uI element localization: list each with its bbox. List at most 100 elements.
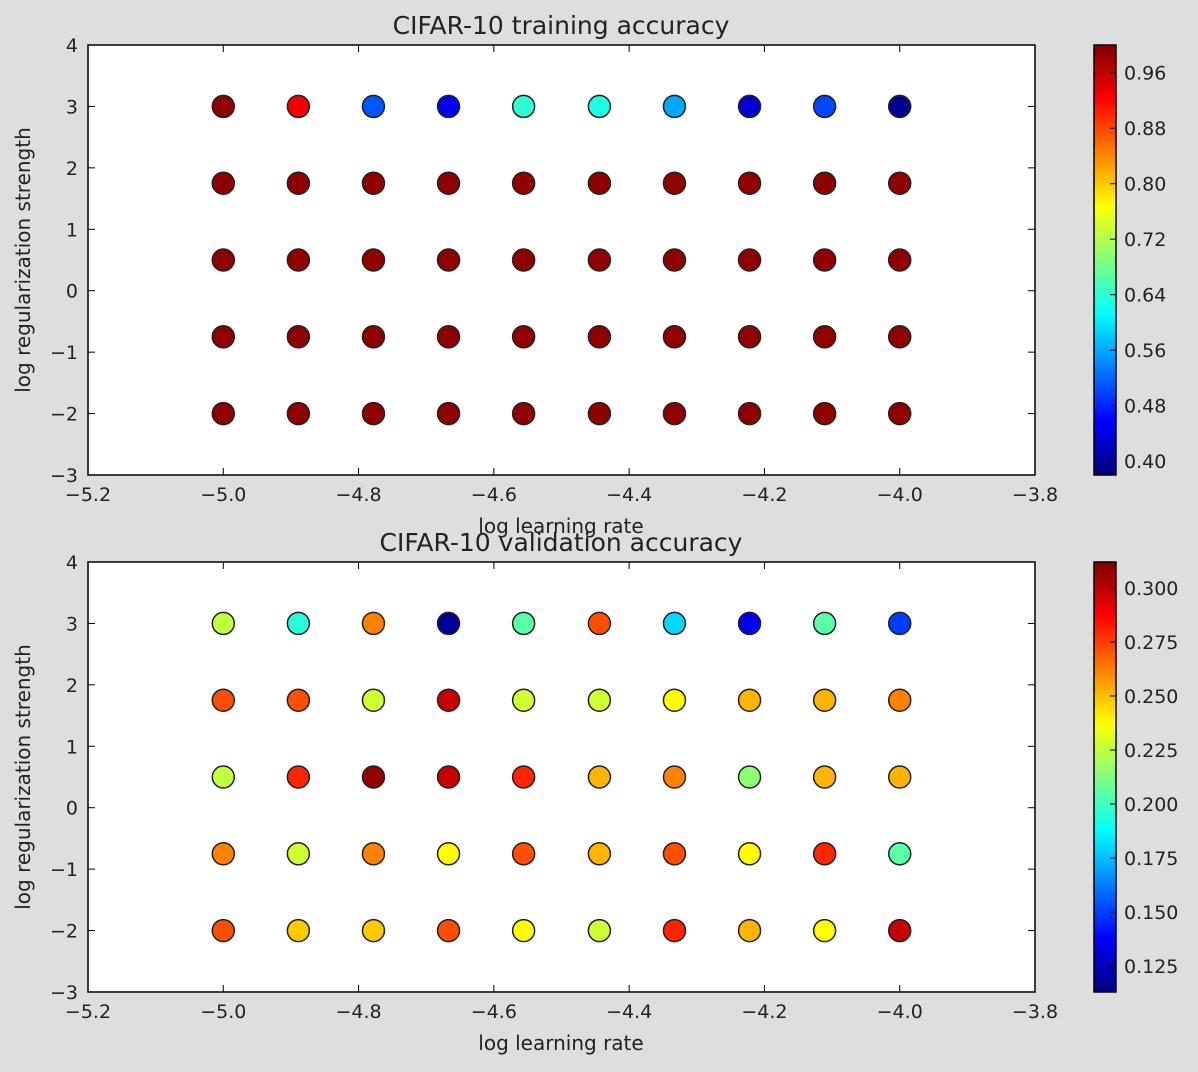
scatter-point: [286, 325, 311, 349]
y-tick-label: 3: [66, 613, 78, 635]
y-tick-label: 4: [66, 552, 78, 574]
scatter-point: [286, 688, 311, 712]
x-tick-label: −4.6: [471, 484, 517, 506]
colorbar-tick-label: 0.56: [1124, 340, 1166, 362]
scatter-point: [587, 401, 612, 426]
y-tick-label: −3: [50, 465, 78, 487]
scatter-point: [887, 842, 912, 866]
y-tick-label: 1: [66, 219, 78, 241]
scatter-point: [511, 325, 536, 349]
scatter-point: [737, 401, 762, 426]
scatter-point: [812, 171, 837, 195]
colorbar-tick-label: 0.64: [1124, 285, 1166, 307]
scatter-point: [587, 842, 612, 866]
x-tick-label: −4.4: [606, 484, 652, 506]
scatter-point: [587, 765, 612, 789]
scatter-point: [662, 688, 687, 712]
scatter-point: [211, 842, 236, 866]
scatter-points: [211, 94, 912, 426]
colorbar-tick-label: 0.88: [1124, 118, 1166, 140]
scatter-point: [737, 688, 762, 712]
scatter-point: [286, 842, 311, 866]
axis-ticks: −5.2 −5.0 −4.8 −4.6 −4.4 −4.2 −4.0 −3.8 −3 −2 −1 0 1…: [50, 552, 1058, 1023]
y-tick-label: −3: [50, 982, 78, 1004]
scatter-point: [511, 611, 536, 636]
scatter-point: [286, 401, 311, 426]
colorbar: [1093, 561, 1117, 993]
scatter-point: [737, 611, 762, 636]
scatter-points: [211, 611, 912, 943]
scatter-point: [737, 842, 762, 866]
scatter-point: [286, 918, 311, 943]
scatter-point: [812, 401, 837, 426]
scatter-point: [587, 918, 612, 943]
colorbar-ticks: 0.125 0.150 0.175 0.200 0.225 0.250 0.275 0.300: [1110, 578, 1178, 978]
scatter-point: [361, 171, 386, 195]
x-tick-label: −4.8: [336, 484, 382, 506]
y-tick-label: −1: [50, 859, 78, 881]
scatter-point: [211, 248, 236, 272]
scatter-point: [511, 401, 536, 426]
scatter-point: [211, 611, 236, 636]
scatter-point: [587, 325, 612, 349]
x-tick-label: −4.0: [877, 1001, 923, 1023]
scatter-point: [211, 765, 236, 789]
colorbar-tick-label: 0.225: [1124, 740, 1178, 762]
scatter-point: [211, 171, 236, 195]
y-tick-label: 0: [66, 798, 78, 820]
y-axis-label: log regularization strength: [11, 644, 35, 910]
colorbar-tick-label: 0.150: [1124, 902, 1178, 924]
scatter-point: [887, 248, 912, 272]
scatter-point: [812, 94, 837, 119]
scatter-point: [812, 842, 837, 866]
colorbar-tick-label: 0.72: [1124, 229, 1166, 251]
scatter-point: [812, 611, 837, 636]
colorbar-tick-label: 0.175: [1124, 848, 1178, 870]
scatter-point: [211, 401, 236, 426]
scatter-point: [511, 94, 536, 119]
y-tick-label: 3: [66, 96, 78, 118]
y-tick-label: −1: [50, 342, 78, 364]
scatter-point: [361, 611, 386, 636]
scatter-point: [211, 94, 236, 119]
scatter-point: [286, 611, 311, 636]
colorbar-tick-label: 0.200: [1124, 794, 1178, 816]
scatter-point: [436, 248, 461, 272]
scatter-point: [361, 94, 386, 119]
scatter-point: [887, 765, 912, 789]
x-tick-label: −4.6: [471, 1001, 517, 1023]
y-tick-label: 4: [66, 35, 78, 57]
scatter-point: [511, 171, 536, 195]
scatter-point: [887, 325, 912, 349]
scatter-point: [286, 171, 311, 195]
scatter-point: [436, 611, 461, 636]
scatter-point: [436, 325, 461, 349]
scatter-point: [511, 688, 536, 712]
chart-title: CIFAR-10 validation accuracy: [380, 528, 743, 557]
scatter-point: [587, 94, 612, 119]
scatter-point: [286, 94, 311, 119]
scatter-point: [662, 401, 687, 426]
scatter-point: [587, 688, 612, 712]
x-tick-label: −5.2: [65, 1001, 111, 1023]
scatter-point: [662, 765, 687, 789]
x-tick-label: −4.2: [741, 484, 787, 506]
scatter-point: [662, 94, 687, 119]
scatter-point: [887, 94, 912, 119]
scatter-point: [587, 611, 612, 636]
scatter-point: [662, 611, 687, 636]
scatter-point: [361, 401, 386, 426]
scatter-point: [812, 765, 837, 789]
scatter-point: [436, 842, 461, 866]
colorbar-tick-label: 0.250: [1124, 686, 1178, 708]
scatter-point: [737, 918, 762, 943]
y-tick-label: 2: [66, 158, 78, 180]
scatter-point: [662, 171, 687, 195]
scatter-point: [662, 325, 687, 349]
scatter-point: [662, 918, 687, 943]
scatter-point: [436, 765, 461, 789]
x-tick-label: −5.0: [200, 1001, 246, 1023]
colorbar-tick-label: 0.300: [1124, 578, 1178, 600]
x-tick-label: −5.2: [65, 484, 111, 506]
validation-accuracy-chart: −5.2 −5.0 −4.8 −4.6 −4.4 −4.2 −4.0 −3.8 −3 −2 −1 0 1…: [11, 528, 1178, 1055]
